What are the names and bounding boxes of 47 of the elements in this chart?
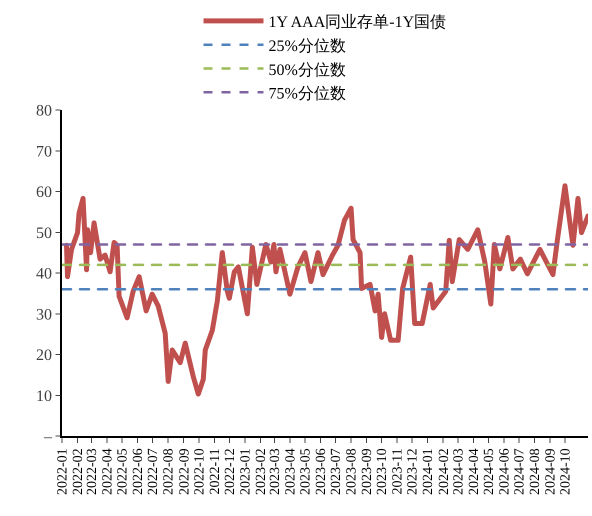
x-tick-label: 2022-07 <box>146 448 162 496</box>
x-tick-label: 2023-06 <box>314 448 330 496</box>
legend-label: 1Y AAA同业存单-1Y国债 <box>268 13 446 32</box>
y-tick-label: 40 <box>36 266 52 283</box>
legend-label: 50%分位数 <box>268 62 346 79</box>
x-tick-label: 2024-08 <box>528 448 543 496</box>
x-tick-label: 2023-07 <box>329 448 344 496</box>
x-tick-label: 2022-09 <box>177 448 192 496</box>
x-tick-label: 2024-04 <box>466 448 482 496</box>
x-tick-label: 2024-09 <box>543 448 558 496</box>
x-tick-label: 2024-05 <box>482 448 497 496</box>
y-tick-label: 80 <box>36 102 52 120</box>
x-tick-label: 2022-04 <box>100 448 116 496</box>
x-tick-label: 2023-08 <box>344 448 360 496</box>
x-tick-label: 2024-07 <box>512 448 528 496</box>
x-tick-label: 2024-02 <box>436 448 452 496</box>
y-tick-label: 70 <box>36 143 52 160</box>
y-tick-label: – <box>43 428 54 446</box>
y-tick-label: 30 <box>36 306 52 324</box>
legend-label: 75%分位数 <box>268 86 346 103</box>
y-tick-label: 60 <box>36 184 52 202</box>
x-tick-label: 2023-04 <box>283 448 298 496</box>
x-tick-label: 2024-06 <box>497 448 512 496</box>
x-tick-label: 2024-10 <box>558 448 574 496</box>
x-tick-label: 2023-10 <box>375 448 390 496</box>
x-tick-label: 2022-10 <box>192 448 208 496</box>
x-tick-label: 2023-02 <box>254 448 269 496</box>
legend-label: 25%分位数 <box>268 38 346 55</box>
x-tick-label: 2023-01 <box>238 448 254 496</box>
x-tick-label: 2022-11 <box>208 448 223 495</box>
x-tick-label: 2022-03 <box>85 448 100 496</box>
x-tick-label: 2024-01 <box>421 448 436 496</box>
x-tick-label: 2023-05 <box>298 448 314 496</box>
x-tick-label: 2022-12 <box>222 448 238 496</box>
y-tick-label: 50 <box>36 224 52 242</box>
x-tick-label: 2023-11 <box>390 448 406 495</box>
y-tick-label: 20 <box>36 347 52 364</box>
x-tick-label: 2022-08 <box>162 448 177 496</box>
x-tick-label: 2023-09 <box>360 448 376 496</box>
x-tick-label: 2022-02 <box>71 448 86 496</box>
x-tick-label: 2022-01 <box>56 448 71 496</box>
y-tick-label: 10 <box>36 388 52 405</box>
x-tick-label: 2022-05 <box>116 448 131 496</box>
x-tick-label: 2023-12 <box>406 448 421 496</box>
x-tick-label: 2023-03 <box>268 448 283 496</box>
x-tick-label: 2022-06 <box>131 448 146 496</box>
x-tick-label: 2024-03 <box>451 448 466 496</box>
